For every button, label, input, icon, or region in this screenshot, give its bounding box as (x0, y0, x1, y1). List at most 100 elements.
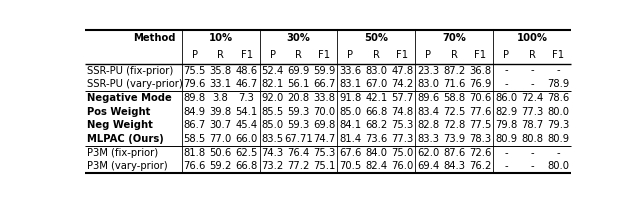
Text: 80.9: 80.9 (495, 134, 517, 144)
Text: 62.5: 62.5 (236, 148, 258, 158)
Text: 85.0: 85.0 (262, 120, 284, 130)
Text: 23.3: 23.3 (417, 66, 439, 75)
Text: 82.1: 82.1 (261, 79, 284, 89)
Text: 76.2: 76.2 (469, 161, 492, 171)
Text: 10%: 10% (209, 33, 233, 43)
Text: 92.0: 92.0 (261, 93, 284, 103)
Text: 54.1: 54.1 (236, 107, 258, 117)
Text: 30.7: 30.7 (209, 120, 232, 130)
Text: 33.8: 33.8 (314, 93, 335, 103)
Text: 84.9: 84.9 (184, 107, 205, 117)
Text: R: R (451, 50, 458, 60)
Text: 39.8: 39.8 (209, 107, 232, 117)
Text: 75.0: 75.0 (391, 148, 413, 158)
Text: P: P (269, 50, 276, 60)
Text: 75.3: 75.3 (314, 148, 335, 158)
Text: 3.8: 3.8 (212, 93, 228, 103)
Text: P: P (503, 50, 509, 60)
Text: 59.9: 59.9 (313, 66, 335, 75)
Text: 69.8: 69.8 (314, 120, 335, 130)
Text: -: - (504, 161, 508, 171)
Text: Method: Method (133, 33, 176, 43)
Text: 75.3: 75.3 (391, 120, 413, 130)
Text: 76.0: 76.0 (391, 161, 413, 171)
Text: F1: F1 (318, 50, 330, 60)
Text: 70.6: 70.6 (469, 93, 492, 103)
Text: 69.4: 69.4 (417, 161, 440, 171)
Text: 58.8: 58.8 (443, 93, 465, 103)
Text: SSR-PU (fix-prior): SSR-PU (fix-prior) (88, 66, 173, 75)
Text: 79.6: 79.6 (184, 79, 206, 89)
Text: 68.2: 68.2 (365, 120, 387, 130)
Text: 86.7: 86.7 (184, 120, 206, 130)
Text: 78.9: 78.9 (547, 79, 569, 89)
Text: -: - (504, 79, 508, 89)
Text: 84.3: 84.3 (444, 161, 465, 171)
Text: 36.8: 36.8 (469, 66, 492, 75)
Text: P: P (425, 50, 431, 60)
Text: 74.7: 74.7 (314, 134, 335, 144)
Text: 71.6: 71.6 (443, 79, 465, 89)
Text: 46.7: 46.7 (236, 79, 258, 89)
Text: 59.2: 59.2 (209, 161, 232, 171)
Text: 50.6: 50.6 (209, 148, 232, 158)
Text: 42.1: 42.1 (365, 93, 387, 103)
Text: 81.4: 81.4 (339, 134, 362, 144)
Text: 59.3: 59.3 (287, 107, 310, 117)
Text: 72.6: 72.6 (469, 148, 492, 158)
Text: 72.4: 72.4 (521, 93, 543, 103)
Text: 30%: 30% (287, 33, 310, 43)
Text: 83.0: 83.0 (417, 79, 439, 89)
Text: R: R (529, 50, 536, 60)
Text: 66.8: 66.8 (365, 107, 387, 117)
Text: SSR-PU (vary-prior): SSR-PU (vary-prior) (88, 79, 183, 89)
Text: P3M (fix-prior): P3M (fix-prior) (88, 148, 159, 158)
Text: P3M (vary-prior): P3M (vary-prior) (88, 161, 168, 171)
Text: 77.2: 77.2 (287, 161, 310, 171)
Text: 47.8: 47.8 (391, 66, 413, 75)
Text: 74.8: 74.8 (391, 107, 413, 117)
Text: 83.4: 83.4 (417, 107, 439, 117)
Text: 87.6: 87.6 (443, 148, 465, 158)
Text: 70%: 70% (442, 33, 466, 43)
Text: 75.5: 75.5 (184, 66, 206, 75)
Text: -: - (556, 66, 560, 75)
Text: 81.8: 81.8 (184, 148, 205, 158)
Text: 86.0: 86.0 (495, 93, 517, 103)
Text: -: - (556, 148, 560, 158)
Text: 77.3: 77.3 (521, 107, 543, 117)
Text: 57.7: 57.7 (391, 93, 413, 103)
Text: R: R (295, 50, 302, 60)
Text: 78.6: 78.6 (547, 93, 569, 103)
Text: 67.71: 67.71 (284, 134, 313, 144)
Text: 69.9: 69.9 (287, 66, 310, 75)
Text: 73.9: 73.9 (443, 134, 465, 144)
Text: 33.1: 33.1 (209, 79, 232, 89)
Text: 80.8: 80.8 (521, 134, 543, 144)
Text: 83.3: 83.3 (417, 134, 439, 144)
Text: 89.6: 89.6 (417, 93, 440, 103)
Text: 33.6: 33.6 (339, 66, 362, 75)
Text: 85.5: 85.5 (261, 107, 284, 117)
Text: 83.0: 83.0 (365, 66, 387, 75)
Text: 75.1: 75.1 (313, 161, 335, 171)
Text: 78.7: 78.7 (521, 120, 543, 130)
Text: 67.6: 67.6 (339, 148, 362, 158)
Text: 50%: 50% (364, 33, 388, 43)
Text: 66.0: 66.0 (236, 134, 258, 144)
Text: Negative Mode: Negative Mode (88, 93, 172, 103)
Text: 84.1: 84.1 (339, 120, 362, 130)
Text: P: P (348, 50, 353, 60)
Text: 100%: 100% (516, 33, 548, 43)
Text: 52.4: 52.4 (261, 66, 284, 75)
Text: -: - (531, 79, 534, 89)
Text: 76.6: 76.6 (184, 161, 206, 171)
Text: R: R (217, 50, 224, 60)
Text: 74.2: 74.2 (391, 79, 413, 89)
Text: 79.3: 79.3 (547, 120, 569, 130)
Text: 59.3: 59.3 (287, 120, 310, 130)
Text: 73.2: 73.2 (261, 161, 284, 171)
Text: 70.5: 70.5 (339, 161, 362, 171)
Text: 83.5: 83.5 (262, 134, 284, 144)
Text: -: - (531, 66, 534, 75)
